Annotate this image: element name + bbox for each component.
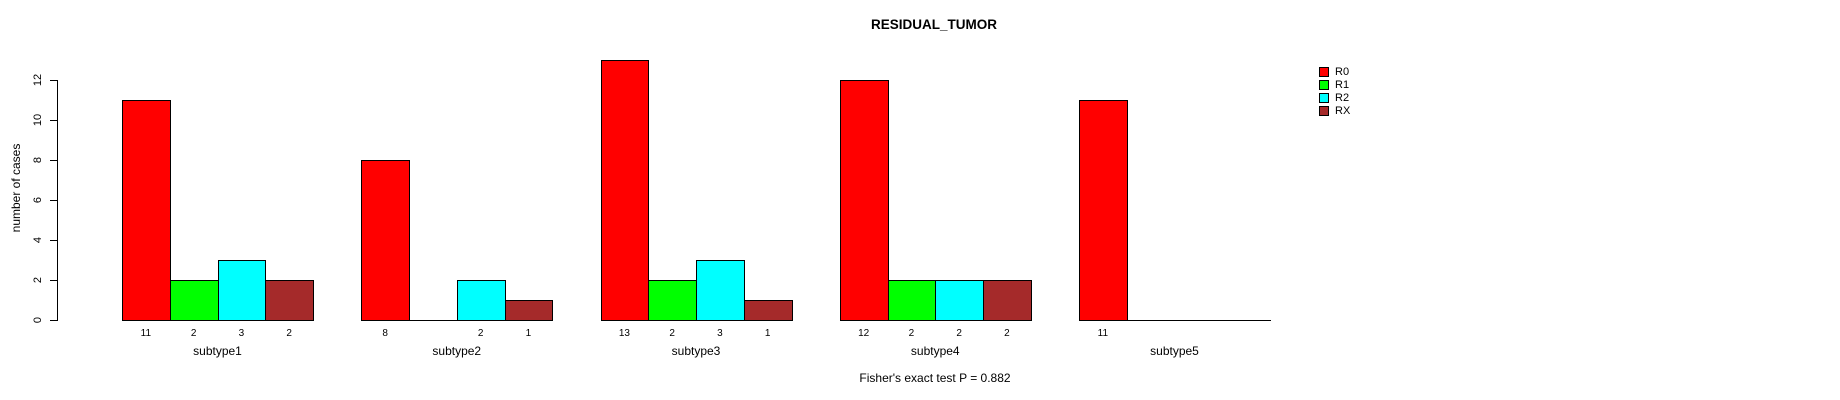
bar-r1-subtype4	[887, 280, 937, 321]
bar-rx-subtype4	[983, 280, 1032, 321]
bar-value-label: 2	[1004, 328, 1010, 339]
y-tick-label: 8	[32, 156, 44, 164]
bar-r0-subtype5	[1079, 100, 1128, 321]
y-tick-label: 2	[32, 276, 44, 284]
legend-swatch-r0	[1319, 67, 1329, 77]
bar-r2-subtype1	[217, 260, 267, 321]
bar-r0-subtype1	[122, 100, 171, 321]
bar-rx-subtype3	[743, 300, 793, 321]
legend-swatch-rx	[1319, 106, 1329, 116]
bar-r0-subtype3	[600, 60, 650, 321]
bar-value-label: 2	[956, 328, 962, 339]
bar-value-label: 11	[140, 328, 152, 339]
bar-value-label: 2	[477, 328, 484, 339]
legend-label-r2: R2	[1335, 92, 1350, 104]
bar-value-label: 1	[525, 328, 532, 339]
category-label-subtype5: subtype5	[1150, 344, 1199, 358]
y-tick	[50, 320, 57, 321]
y-tick	[50, 200, 57, 201]
bar-r2-subtype4	[935, 280, 984, 321]
category-label-subtype2: subtype2	[432, 344, 482, 358]
bar-value-label: 3	[717, 328, 723, 339]
bar-rx-subtype5-zero	[1222, 320, 1271, 321]
bar-r0-subtype2	[361, 160, 410, 321]
y-axis-title: number of cases	[9, 143, 23, 233]
legend-label-rx: RX	[1335, 105, 1351, 117]
bar-value-label: 1	[764, 328, 771, 339]
bar-r1-subtype1	[169, 280, 219, 321]
bar-value-label: 2	[669, 328, 675, 339]
legend-swatch-r2	[1319, 93, 1329, 103]
bar-r1-subtype3	[648, 280, 697, 321]
bar-rx-subtype2	[504, 300, 554, 321]
legend-label-r0: R0	[1335, 66, 1350, 78]
bar-value-label: 12	[858, 328, 870, 339]
y-tick	[50, 120, 57, 121]
legend-swatch-r1	[1319, 80, 1329, 90]
bar-value-label: 8	[382, 328, 388, 339]
chart-title: RESIDUAL_TUMOR	[870, 17, 998, 32]
bar-r2-subtype5-zero	[1174, 320, 1224, 321]
bar-value-label: 13	[618, 328, 630, 339]
category-label-subtype4: subtype4	[910, 344, 960, 358]
y-tick	[50, 80, 57, 81]
y-tick-label: 4	[32, 236, 44, 244]
y-tick-label: 10	[32, 113, 44, 127]
category-label-subtype1: subtype1	[193, 344, 242, 358]
category-label-subtype3: subtype3	[671, 344, 721, 358]
bar-value-label: 2	[286, 328, 292, 339]
y-tick-label: 6	[32, 196, 44, 204]
bar-r1-subtype2-zero	[409, 320, 458, 321]
stats-annotation: Fisher's exact test P = 0.882	[859, 371, 1011, 385]
y-axis-line	[57, 80, 58, 321]
legend-label-r1: R1	[1335, 79, 1350, 91]
bar-value-label: 2	[190, 328, 197, 339]
y-tick-label: 0	[32, 316, 44, 324]
bar-r2-subtype3	[696, 260, 745, 321]
y-tick-label: 12	[32, 73, 44, 87]
y-tick	[50, 280, 57, 281]
bar-rx-subtype1	[265, 280, 314, 321]
bar-r0-subtype4	[839, 80, 889, 321]
bar-r1-subtype5-zero	[1126, 320, 1176, 321]
y-tick	[50, 240, 57, 241]
bar-r2-subtype2	[456, 280, 506, 321]
bar-value-label: 3	[238, 328, 245, 339]
bar-value-label: 11	[1097, 328, 1109, 339]
bar-value-label: 2	[908, 328, 915, 339]
y-tick	[50, 160, 57, 161]
